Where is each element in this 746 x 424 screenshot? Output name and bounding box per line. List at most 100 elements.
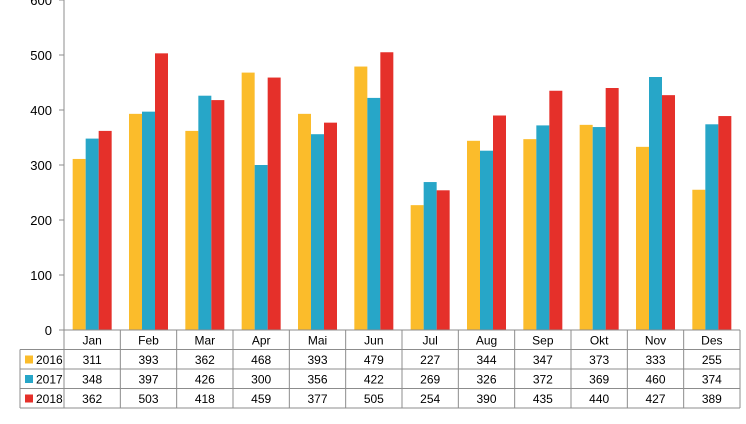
legend-swatch-2016	[25, 355, 33, 364]
bar-2017-jan	[85, 138, 99, 330]
data-label: 397	[138, 373, 158, 387]
data-label: 377	[307, 392, 327, 406]
data-label: 269	[420, 373, 440, 387]
data-label: 389	[702, 392, 722, 406]
data-label: 390	[476, 392, 496, 406]
bar-2016-apr	[241, 72, 255, 330]
data-label: 347	[533, 353, 553, 367]
category-label: Feb	[138, 334, 159, 348]
y-tick-label: 100	[30, 268, 52, 283]
category-label: Aug	[476, 334, 497, 348]
y-tick-label: 0	[45, 323, 52, 338]
data-label: 418	[195, 392, 215, 406]
y-axis: 0 100 200 300 400 500 600	[30, 0, 65, 338]
data-label: 460	[645, 373, 665, 387]
bar-2016-des	[692, 189, 706, 330]
legend-label-2017: 2017	[36, 373, 63, 387]
bar-2016-feb	[129, 113, 142, 330]
data-label: 393	[138, 353, 158, 367]
y-tick-label: 400	[30, 103, 52, 118]
category-label: Jul	[422, 334, 437, 348]
data-label: 374	[702, 373, 722, 387]
bar-2018-feb	[155, 53, 168, 330]
bar-2016-nov	[636, 146, 649, 330]
data-label: 479	[364, 353, 384, 367]
bar-2017-feb	[142, 111, 155, 331]
data-label: 468	[251, 353, 271, 367]
bar-2018-apr	[267, 77, 281, 330]
data-label: 369	[589, 373, 609, 387]
data-label: 344	[476, 353, 496, 367]
data-label: 505	[364, 392, 384, 406]
bar-2017-mar	[198, 95, 212, 330]
data-label: 255	[702, 353, 722, 367]
data-label: 422	[364, 373, 384, 387]
data-label: 459	[251, 392, 271, 406]
data-table: Jan Feb Mar Apr Mai Jun Jul Aug Sep Okt Nov Des 2016…	[19, 329, 741, 409]
y-tick-label: 200	[30, 213, 52, 228]
bar-2017-jul	[423, 182, 437, 330]
bar-2017-jun	[367, 97, 381, 331]
data-label: 373	[589, 353, 609, 367]
category-label: Nov	[645, 334, 666, 348]
data-label: 427	[645, 392, 665, 406]
data-label: 356	[307, 373, 327, 387]
bar-2017-okt	[592, 127, 606, 330]
bar-2017-des	[705, 124, 719, 330]
bar-2018-nov	[662, 95, 675, 331]
bar-2018-des	[718, 116, 732, 330]
category-label: Mar	[194, 334, 215, 348]
bar-2016-aug	[467, 140, 480, 330]
bar-2016-jul	[410, 205, 424, 330]
bar-2017-mai	[311, 134, 324, 330]
plot-area	[72, 52, 732, 331]
category-label: Mai	[308, 334, 327, 348]
data-label: 311	[83, 353, 102, 367]
category-label: Jun	[364, 334, 383, 348]
bar-2016-mai	[298, 113, 311, 330]
bar-2017-apr	[254, 165, 268, 330]
bar-2016-mar	[185, 130, 199, 330]
data-label: 372	[533, 373, 553, 387]
bar-2018-sep	[549, 90, 563, 330]
category-label: Apr	[252, 334, 271, 348]
bar-2018-mai	[324, 122, 337, 331]
y-tick-label: 300	[30, 158, 52, 173]
bar-2018-okt	[605, 88, 619, 330]
bar-2016-jan	[72, 158, 86, 330]
category-label: Jan	[82, 334, 101, 348]
data-label: 254	[420, 392, 440, 406]
category-label: Sep	[532, 334, 554, 348]
data-label: 326	[476, 373, 496, 387]
data-label: 503	[138, 392, 158, 406]
bar-2016-okt	[579, 124, 593, 330]
data-label: 426	[195, 373, 215, 387]
bar-2018-jun	[380, 52, 394, 330]
y-tick-label: 500	[30, 48, 52, 63]
bar-2018-jul	[436, 190, 450, 330]
category-label: Okt	[590, 334, 609, 348]
bar-2016-jun	[354, 66, 368, 331]
data-label: 227	[420, 353, 440, 367]
data-label: 348	[82, 373, 102, 387]
bar-2016-sep	[523, 139, 537, 330]
legend-swatch-2017	[25, 375, 33, 383]
bar-2017-nov	[649, 77, 662, 330]
data-label: 300	[251, 373, 271, 387]
bar-2017-aug	[480, 150, 493, 330]
data-label: 435	[533, 392, 553, 406]
y-tick-label: 600	[30, 0, 52, 8]
bar-2018-jan	[98, 130, 112, 330]
data-label: 362	[195, 353, 215, 367]
legend-label-2016: 2016	[36, 353, 63, 367]
legend-label-2018: 2018	[36, 392, 63, 406]
bar-2017-sep	[536, 125, 550, 331]
data-label: 393	[307, 353, 327, 367]
bar-2018-aug	[493, 115, 506, 330]
data-label: 333	[645, 353, 665, 367]
bar-2018-mar	[211, 100, 225, 330]
data-label: 440	[589, 392, 609, 406]
data-label: 362	[82, 392, 102, 406]
